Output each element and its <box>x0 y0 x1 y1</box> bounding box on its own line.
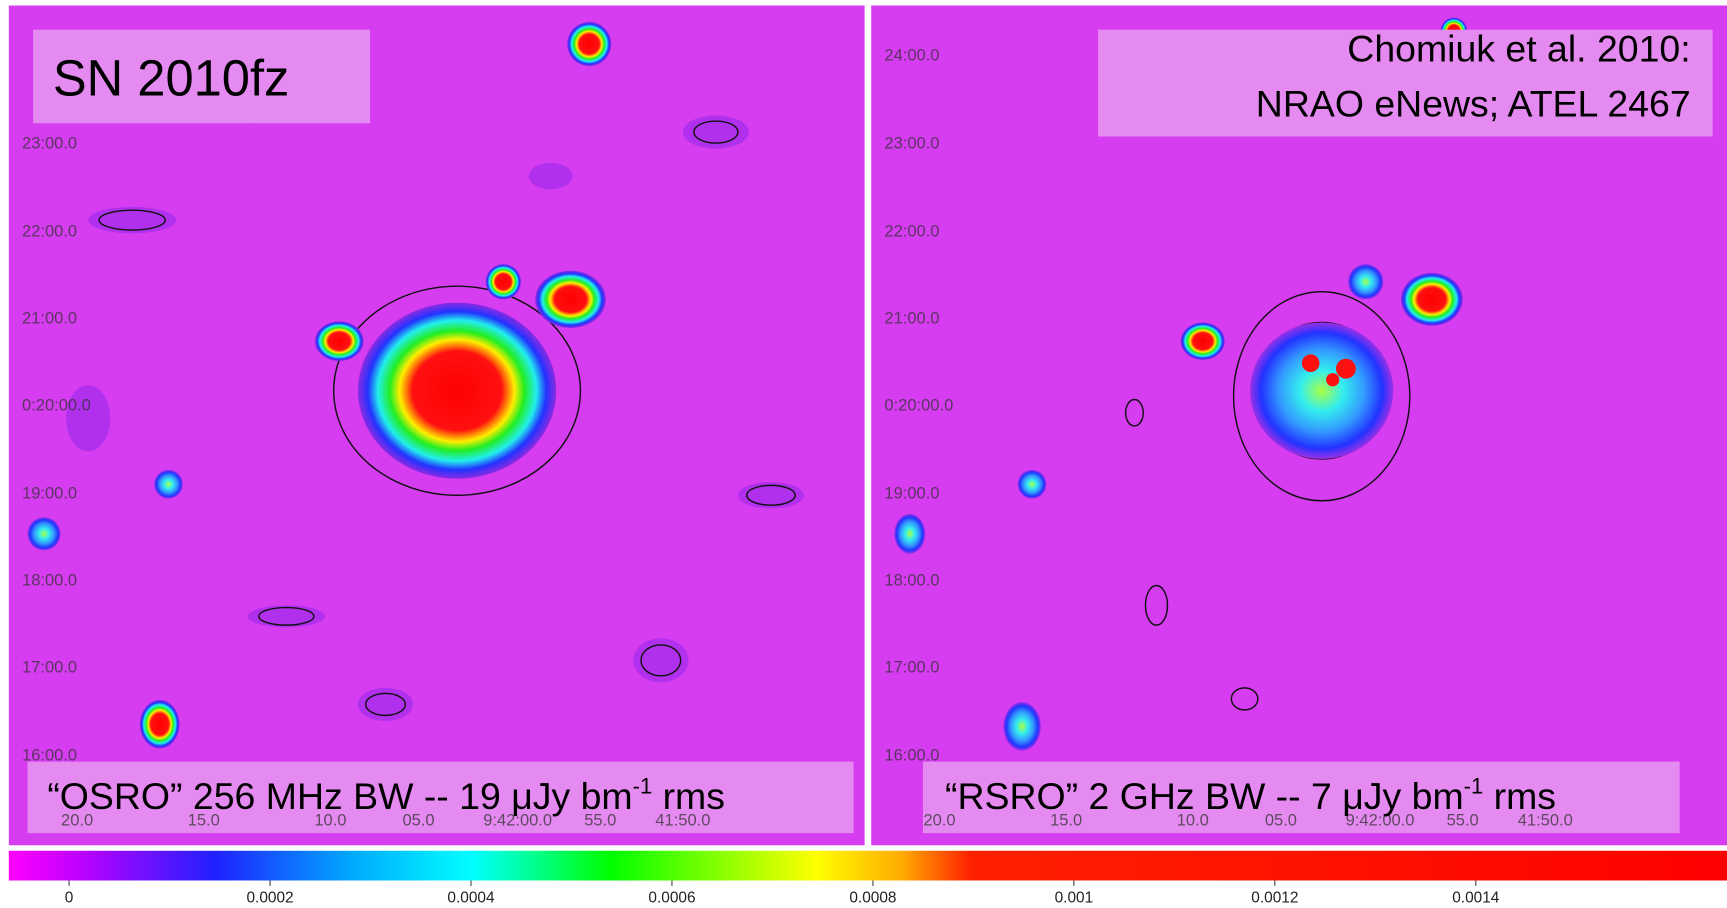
caption-sup: -1 <box>1464 774 1484 799</box>
y-tick-label: 23:00.0 <box>884 135 939 153</box>
colorbar <box>9 851 1727 881</box>
caption-text: “RSRO” 2 GHz BW -- 7 μJy bm <box>945 775 1464 817</box>
y-tick-label: 22:00.0 <box>22 223 77 241</box>
colorbar-tick-label: 0.0002 <box>246 890 293 907</box>
colorbar-tick-label: 0 <box>65 890 74 907</box>
colorbar-tick-label: 0.0014 <box>1452 890 1500 907</box>
colorbar-tick-label: 0.0008 <box>849 890 896 907</box>
remnant <box>1250 322 1393 458</box>
left-panel: SN 2010fz <box>9 6 865 846</box>
y-tick-label: 19:00.0 <box>884 485 939 503</box>
y-tick-label: 19:00.0 <box>22 485 77 503</box>
y-tick-label: 16:00.0 <box>22 747 77 765</box>
caption-tail: rms <box>1483 775 1556 817</box>
figure: SN 2010fz 23:00.0 22:00.0 21:00.0 0:20:00.0… <box>0 0 1727 908</box>
remnant <box>358 303 556 479</box>
page: SN 2010fz 23:00.0 22:00.0 21:00.0 0:20:00.0… <box>0 0 1727 908</box>
y-tick-label: 21:00.0 <box>884 310 939 328</box>
colorbar-tick-label: 0.0006 <box>648 890 695 907</box>
y-tick-label: 16:00.0 <box>884 747 939 765</box>
panel-title: SN 2010fz <box>53 50 289 107</box>
y-tick-label: 17:00.0 <box>22 658 77 676</box>
colorbar-tick-label: 0.0004 <box>447 890 495 907</box>
y-tick-label: 17:00.0 <box>884 658 939 676</box>
y-tick-label: 0:20:00.0 <box>22 397 91 415</box>
annotation: NRAO eNews; ATEL 2467 <box>1256 83 1691 125</box>
caption-tail: rms <box>652 775 725 817</box>
y-tick-label: 0:20:00.0 <box>884 397 953 415</box>
y-tick-label: 18:00.0 <box>884 572 939 590</box>
colorbar-tick-label: 0.001 <box>1055 890 1094 907</box>
caption-sup: -1 <box>633 774 653 799</box>
caption-text: “OSRO” 256 MHz BW -- 19 μJy bm <box>47 775 632 817</box>
y-tick-label: 18:00.0 <box>22 572 77 590</box>
colorbar-tick-label: 0.0012 <box>1251 890 1298 907</box>
y-tick-label: 22:00.0 <box>884 223 939 241</box>
y-tick-label: 23:00.0 <box>22 135 77 153</box>
y-tick-label: 24:00.0 <box>884 47 939 65</box>
annotation: Chomiuk et al. 2010: <box>1347 28 1690 70</box>
caption: “OSRO” 256 MHz BW -- 19 μJy bm-1 rms <box>47 774 725 817</box>
right-panel <box>871 6 1727 846</box>
y-tick-label: 21:00.0 <box>22 310 77 328</box>
